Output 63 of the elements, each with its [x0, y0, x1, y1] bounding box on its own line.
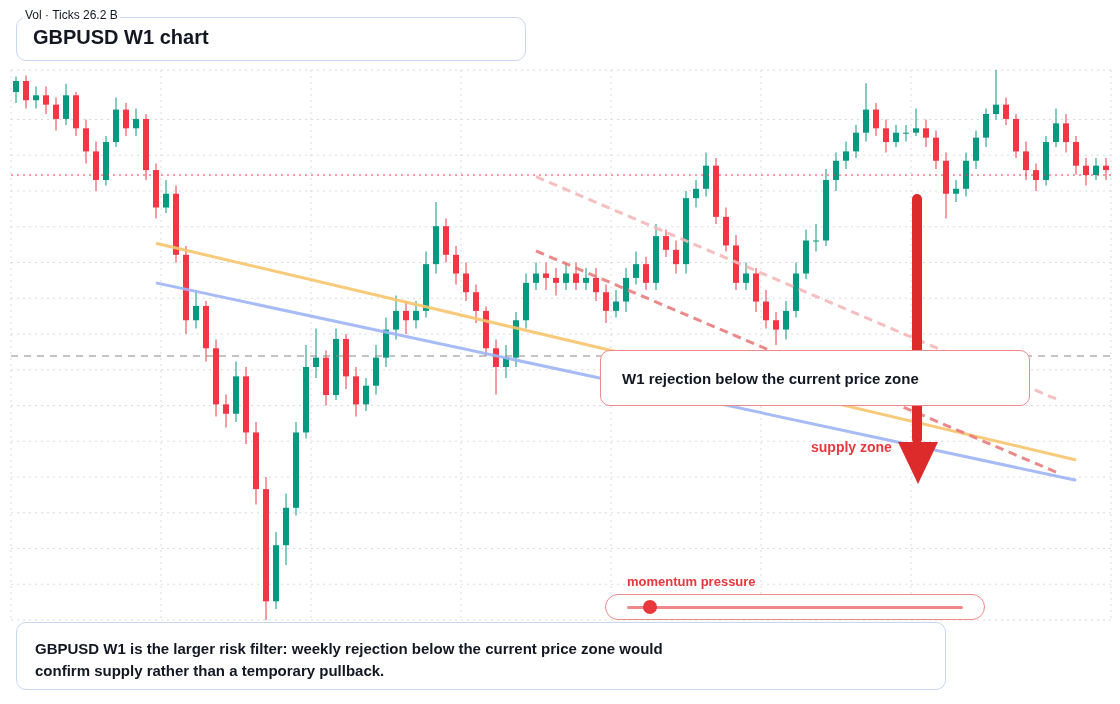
annotation: momentum pressure: [627, 574, 756, 589]
candlestick: [603, 284, 609, 324]
candlestick: [63, 83, 69, 126]
note-card: GBPUSD W1 is the larger risk filter: weekly rejection below the current price zone would confirm supply rather than a temporary pullback.: [16, 622, 946, 690]
candlestick: [313, 328, 319, 379]
candlestick: [783, 300, 789, 340]
candlestick: [773, 311, 779, 346]
candlestick: [413, 300, 419, 329]
candlestick: [873, 102, 879, 137]
candlestick: [1053, 108, 1059, 148]
candlestick: [1003, 97, 1009, 126]
candlestick: [573, 262, 579, 291]
candlestick: [623, 267, 629, 313]
candlestick: [693, 179, 699, 208]
candlestick: [133, 108, 139, 137]
candlestick: [543, 262, 549, 291]
candlestick: [673, 240, 679, 274]
candlestick: [993, 70, 999, 120]
candlestick: [463, 262, 469, 302]
candlestick: [633, 251, 639, 285]
candlestick: [743, 262, 749, 291]
candlestick: [163, 179, 169, 214]
candlestick: [863, 82, 869, 142]
candlestick: [473, 284, 479, 324]
candlestick: [643, 256, 649, 291]
candlestick: [613, 289, 619, 318]
candlestick: [913, 108, 919, 137]
candlestick: [533, 262, 539, 291]
candlestick: [983, 108, 989, 148]
candlestick: [663, 229, 669, 258]
candlestick: [223, 394, 229, 428]
candlestick: [973, 130, 979, 170]
candlestick: [903, 124, 909, 142]
candlestick: [123, 102, 129, 137]
candlestick: [1093, 157, 1099, 181]
candlestick: [933, 130, 939, 170]
candlestick: [923, 119, 929, 148]
candlestick: [593, 267, 599, 302]
text: Vol · Ticks 26.2 B: [23, 8, 120, 22]
candlestick: [843, 141, 849, 170]
candlestick: [833, 152, 839, 192]
candlestick: [43, 86, 49, 115]
candlestick: [33, 86, 39, 109]
candlestick: [1063, 113, 1069, 153]
candlestick: [563, 262, 569, 291]
candlestick: [83, 119, 89, 164]
candlestick: [893, 124, 899, 148]
candlestick: [883, 119, 889, 153]
candlestick: [953, 179, 959, 203]
candlestick: [363, 377, 369, 412]
candlestick: [53, 97, 59, 131]
candlestick: [583, 267, 589, 291]
candlestick: [453, 245, 459, 285]
candlestick: [23, 75, 29, 109]
candlestick: [853, 124, 859, 159]
candlestick: [813, 223, 819, 252]
candlestick: [763, 289, 769, 329]
candlestick: [703, 152, 709, 197]
candlestick: [393, 295, 399, 340]
callout-card: W1 rejection below the current price zone: [600, 350, 1030, 406]
candlestick: [553, 267, 559, 296]
annotation: supply zone: [811, 439, 892, 455]
candlestick: [13, 76, 19, 104]
